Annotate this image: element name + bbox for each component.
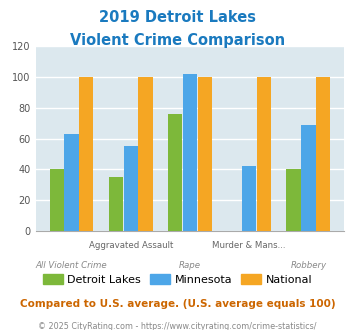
Bar (257, 77, 271, 231)
Bar (124, 146, 138, 231)
Text: All Violent Crime: All Violent Crime (36, 261, 107, 270)
Bar (138, 77, 153, 231)
Bar (50, 169, 64, 231)
Text: Murder & Mans...: Murder & Mans... (212, 241, 286, 250)
Legend: Detroit Lakes, Minnesota, National: Detroit Lakes, Minnesota, National (38, 270, 317, 289)
Text: Rape: Rape (179, 261, 201, 270)
Text: Robbery: Robbery (290, 261, 327, 270)
Bar (79, 77, 93, 231)
Bar (301, 125, 316, 231)
Bar (286, 169, 301, 231)
Text: Aggravated Assault: Aggravated Assault (88, 241, 173, 250)
Bar (109, 177, 123, 231)
Text: © 2025 CityRating.com - https://www.cityrating.com/crime-statistics/: © 2025 CityRating.com - https://www.city… (38, 322, 317, 330)
Bar (242, 166, 256, 231)
Text: Compared to U.S. average. (U.S. average equals 100): Compared to U.S. average. (U.S. average … (20, 299, 335, 309)
Text: Violent Crime Comparison: Violent Crime Comparison (70, 33, 285, 48)
Bar (64, 134, 78, 231)
Bar (198, 77, 212, 231)
Text: 2019 Detroit Lakes: 2019 Detroit Lakes (99, 10, 256, 25)
Bar (168, 114, 182, 231)
Bar (316, 77, 330, 231)
Bar (183, 74, 197, 231)
